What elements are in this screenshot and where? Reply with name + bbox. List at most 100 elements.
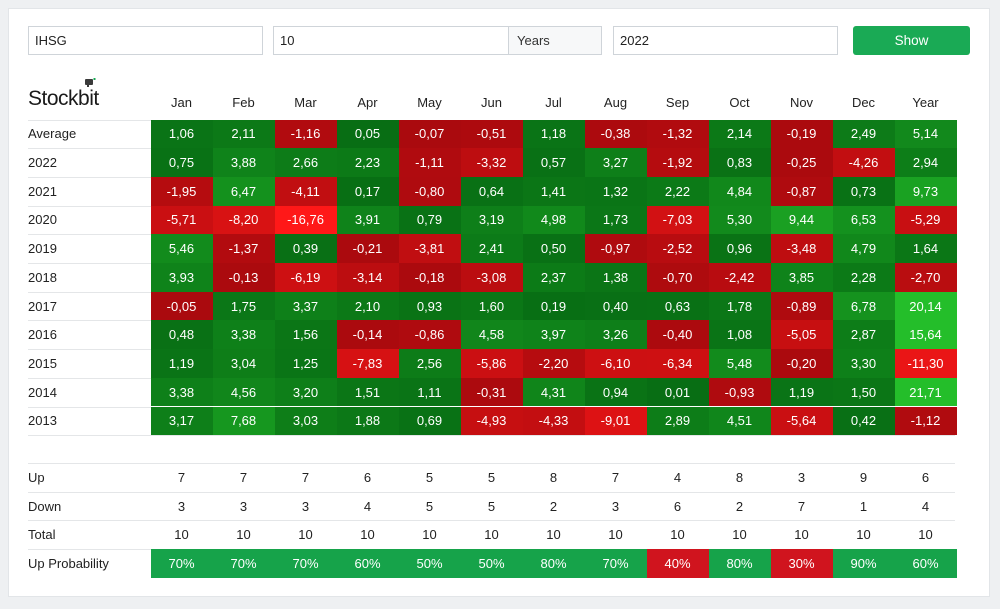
heatmap-cell: 3,91 [336, 205, 399, 235]
heatmap-cell: -1,95 [150, 176, 213, 206]
stat-cell: 1 [859, 498, 868, 514]
heatmap-cell: -0,40 [646, 320, 709, 350]
heatmap-cell: 0,48 [150, 320, 213, 350]
heatmap-cell: -2,52 [646, 234, 709, 263]
column-header: Aug [603, 95, 628, 110]
heatmap-cell: 1,32 [584, 176, 647, 206]
column-header: Apr [357, 95, 378, 110]
heatmap-cell: -2,42 [708, 263, 771, 292]
stat-cell: 7 [797, 498, 806, 514]
heatmap-cell: 0,57 [522, 148, 585, 177]
stat-cell: 10 [174, 527, 189, 543]
show-button[interactable]: Show [853, 26, 970, 55]
heatmap-cell: -3,81 [398, 234, 461, 263]
heatmap-cell: 3,03 [274, 406, 337, 436]
heatmap-cell: 0,50 [522, 234, 585, 263]
row-divider [28, 491, 955, 493]
heatmap-cell: -5,86 [460, 349, 523, 378]
heatmap-cell: -0,21 [336, 234, 399, 263]
heatmap-cell: 0,69 [398, 406, 461, 436]
stockbit-logo: Stockbit [28, 87, 99, 110]
probability-cell: 60% [336, 549, 399, 578]
stat-cell: 5 [425, 498, 434, 514]
heatmap-cell: 0,93 [398, 291, 461, 321]
heatmap-cell: -2,70 [894, 263, 957, 292]
heatmap-cell: -3,14 [336, 263, 399, 292]
heatmap-cell: 21,71 [894, 377, 957, 407]
heatmap-cell: 4,98 [522, 205, 585, 235]
row-divider [28, 520, 955, 522]
column-header: Jan [171, 95, 192, 110]
row-label: 2020 [28, 212, 57, 228]
heatmap-cell: -7,03 [646, 205, 709, 235]
heatmap-cell: -0,89 [770, 291, 833, 321]
heatmap-cell: 1,06 [150, 119, 213, 149]
heatmap-cell: -4,26 [832, 148, 895, 177]
stat-cell: 7 [611, 469, 620, 485]
heatmap-cell: 3,88 [212, 148, 275, 177]
heatmap-cell: 1,78 [708, 291, 771, 321]
stat-cell: 5 [487, 469, 496, 485]
heatmap-cell: -5,64 [770, 406, 833, 436]
symbol-input[interactable]: IHSG [28, 26, 263, 55]
heatmap-cell: -1,92 [646, 148, 709, 177]
heatmap-cell: -0,51 [460, 119, 523, 149]
stat-cell: 5 [487, 498, 496, 514]
heatmap-cell: 3,93 [150, 263, 213, 292]
stat-cell: 2 [735, 498, 744, 514]
heatmap-cell: 5,14 [894, 119, 957, 149]
heatmap-cell: -11,30 [894, 349, 957, 378]
stat-cell: 3 [177, 498, 186, 514]
stat-cell: 10 [856, 527, 871, 543]
row-divider [28, 435, 955, 437]
heatmap-cell: 1,56 [274, 320, 337, 350]
heatmap-cell: 20,14 [894, 291, 957, 321]
heatmap-cell: 1,19 [770, 377, 833, 407]
heatmap-cell: 1,50 [832, 377, 895, 407]
heatmap-cell: -8,20 [212, 205, 275, 235]
stat-cell: 10 [608, 527, 623, 543]
heatmap-cell: 4,84 [708, 176, 771, 206]
probability-cell: 80% [522, 549, 585, 578]
stat-cell: 6 [363, 469, 372, 485]
heatmap-cell: 2,11 [212, 119, 275, 149]
heatmap-cell: 1,38 [584, 263, 647, 292]
heatmap-cell: 15,64 [894, 320, 957, 350]
column-header: Feb [232, 95, 255, 110]
heatmap-cell: 1,88 [336, 406, 399, 436]
probability-cell: 50% [460, 549, 523, 578]
stat-label: Up [28, 469, 45, 485]
heatmap-cell: 6,53 [832, 205, 895, 235]
heatmap-cell: -6,19 [274, 263, 337, 292]
heatmap-cell: -4,11 [274, 176, 337, 206]
column-header: May [417, 95, 442, 110]
heatmap-cell: -0,93 [708, 377, 771, 407]
heatmap-cell: 1,08 [708, 320, 771, 350]
period-input[interactable]: 10 [273, 26, 509, 55]
year-input[interactable]: 2022 [613, 26, 838, 55]
stat-cell: 4 [921, 498, 930, 514]
heatmap-cell: -1,37 [212, 234, 275, 263]
stat-cell: 7 [301, 469, 310, 485]
stat-cell: 10 [918, 527, 933, 543]
heatmap-cell: 2,37 [522, 263, 585, 292]
heatmap-cell: 2,66 [274, 148, 337, 177]
heatmap-cell: -0,38 [584, 119, 647, 149]
period-input-value: 10 [280, 33, 295, 48]
probability-cell: 70% [150, 549, 213, 578]
stat-cell: 7 [239, 469, 248, 485]
heatmap-cell: 2,56 [398, 349, 461, 378]
probability-cell: 70% [212, 549, 275, 578]
heatmap-cell: 2,94 [894, 148, 957, 177]
heatmap-cell: -3,32 [460, 148, 523, 177]
heatmap-cell: -0,07 [398, 119, 461, 149]
column-header: Mar [294, 95, 317, 110]
heatmap-cell: 3,26 [584, 320, 647, 350]
heatmap-cell: 0,17 [336, 176, 399, 206]
row-label: 2015 [28, 355, 57, 371]
stat-label: Down [28, 498, 62, 514]
stat-cell: 4 [363, 498, 372, 514]
heatmap-cell: -0,80 [398, 176, 461, 206]
stat-cell: 8 [735, 469, 744, 485]
heatmap-cell: -1,16 [274, 119, 337, 149]
